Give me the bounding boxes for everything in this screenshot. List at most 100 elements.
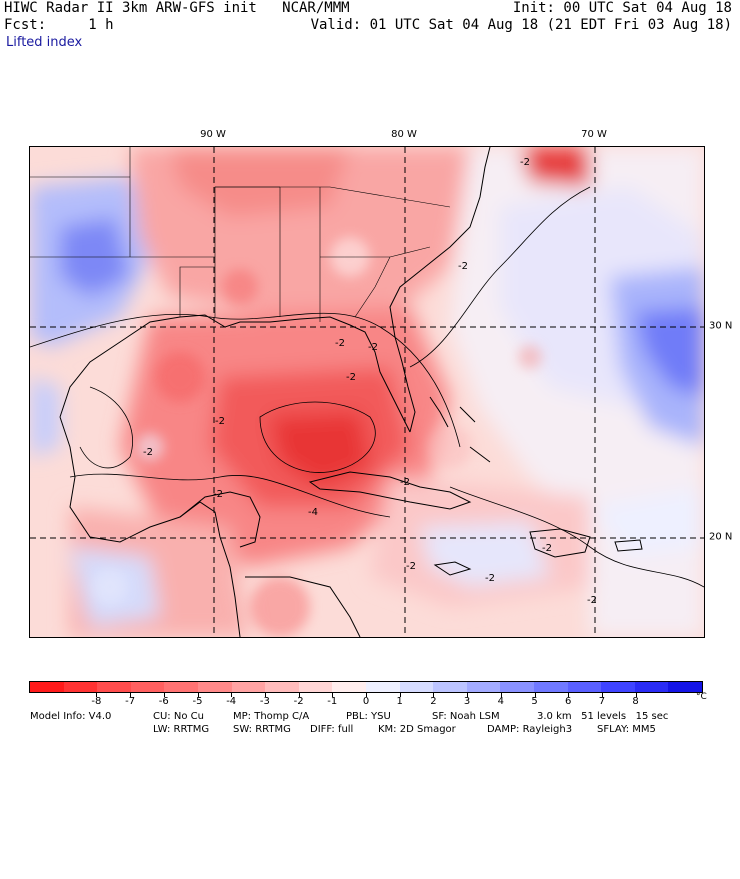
contour-label: -2 bbox=[587, 595, 597, 606]
contour-label: -2 bbox=[335, 338, 345, 349]
colorbar-tick bbox=[366, 693, 367, 697]
colorbar-segment bbox=[533, 682, 568, 692]
colorbar-label: 1 bbox=[396, 696, 403, 707]
colorbar-label: -2 bbox=[293, 696, 304, 707]
colorbar-segment bbox=[97, 682, 131, 692]
colorbar-segment bbox=[365, 682, 400, 692]
colorbar-segment bbox=[30, 682, 64, 692]
colorbar-label: -8 bbox=[91, 696, 102, 707]
colorbar-segment bbox=[164, 682, 198, 692]
contour-label: -2 bbox=[213, 489, 223, 500]
contour-label: -2 bbox=[520, 157, 530, 168]
colorbar bbox=[29, 681, 703, 693]
cu-scheme: CU: No Cu bbox=[153, 711, 204, 722]
contour-labels: -2 -2 -2 -2 -2 -2 -2 -2 -2 -2 -2 -2 -2 -… bbox=[143, 157, 597, 606]
mp-scheme: MP: Thomp C/A bbox=[233, 711, 310, 722]
field-texture bbox=[92, 237, 542, 637]
colorbar-segment bbox=[466, 682, 501, 692]
colorbar-segment bbox=[399, 682, 434, 692]
contour-label: -2 bbox=[542, 543, 552, 554]
damp-scheme: DAMP: Rayleigh3 bbox=[487, 724, 573, 735]
colorbar-tick bbox=[332, 693, 334, 697]
colorbar-tick bbox=[96, 693, 98, 697]
contour-label: -4 bbox=[308, 507, 318, 518]
colorbar-label: 2 bbox=[430, 696, 437, 707]
colorbar-tick bbox=[130, 693, 132, 697]
colorbar-label: -6 bbox=[158, 696, 169, 707]
colorbar-segment bbox=[567, 682, 602, 692]
colorbar-segment bbox=[130, 682, 165, 692]
map-canvas: -2 -2 -2 -2 -2 -2 -2 -2 -2 -2 -2 -2 -2 -… bbox=[30, 147, 704, 637]
colorbar-label: 4 bbox=[497, 696, 504, 707]
colorbar-segment bbox=[265, 682, 299, 692]
colorbar-label: -4 bbox=[226, 696, 237, 707]
colorbar-tick bbox=[635, 693, 637, 697]
contour-label: -2 bbox=[346, 372, 356, 383]
colorbar-tick bbox=[467, 693, 469, 697]
colorbar-segment bbox=[500, 682, 534, 692]
diff-scheme: DIFF: full bbox=[310, 724, 354, 735]
contour-label: -2 bbox=[406, 561, 416, 572]
contour-label: -2 bbox=[485, 573, 495, 584]
colorbar-tick bbox=[433, 693, 435, 697]
colorbar-tick bbox=[568, 693, 570, 697]
colorbar-tick bbox=[197, 693, 199, 697]
graticule bbox=[30, 147, 704, 637]
colorbar-segment bbox=[63, 682, 98, 692]
colorbar-segment bbox=[601, 682, 635, 692]
colorbar-label: 7 bbox=[598, 696, 606, 707]
contour-label: -2 bbox=[368, 342, 378, 353]
colorbar-tick bbox=[298, 693, 300, 697]
grid-info: 3.0 km 51 levels 15 sec bbox=[537, 711, 669, 722]
colorbar-segment bbox=[668, 682, 702, 692]
lw-scheme: LW: RRTMG bbox=[153, 724, 210, 735]
colorbar-label: 0 bbox=[362, 696, 370, 707]
colorbar-label: 8 bbox=[632, 696, 639, 707]
state-borders bbox=[30, 147, 451, 322]
contour-label: -2 bbox=[400, 477, 410, 488]
colorbar-tick bbox=[163, 693, 165, 697]
colorbar-label: 5 bbox=[531, 696, 538, 707]
valid-time: Valid: 01 UTC Sat 04 Aug 18 (21 EDT Fri … bbox=[310, 17, 732, 33]
pbl-scheme: PBL: YSU bbox=[346, 711, 391, 722]
contours bbox=[30, 186, 704, 588]
lifted-index-map: -2 -2 -2 -2 -2 -2 -2 -2 -2 -2 -2 -2 -2 -… bbox=[29, 146, 705, 638]
colorbar-label: -7 bbox=[125, 696, 136, 707]
colorbar-segment bbox=[433, 682, 467, 692]
init-time: Init: 00 UTC Sat 04 Aug 18 bbox=[512, 0, 732, 16]
sf-scheme: SF: Noah LSM bbox=[432, 711, 500, 722]
colorbar-tick bbox=[534, 693, 536, 697]
lat-label-30n: 30 N bbox=[709, 320, 733, 332]
colorbar-unit: °C bbox=[696, 692, 707, 702]
colorbar-label: 3 bbox=[463, 696, 471, 707]
colorbar-segment bbox=[298, 682, 333, 692]
plot-title: HIWC Radar II 3km ARW-GFS init NCAR/MMM bbox=[4, 0, 350, 16]
field-name: Lifted index bbox=[6, 35, 83, 50]
colorbar-tick bbox=[264, 693, 266, 697]
contour-label: -2 bbox=[458, 261, 468, 272]
sw-scheme: SW: RRTMG bbox=[233, 724, 291, 735]
colorbar-tick bbox=[231, 693, 233, 697]
lon-label-80w: 80 W bbox=[391, 129, 417, 140]
colorbar-label: -1 bbox=[327, 696, 338, 707]
model-info: Model Info: V4.0 bbox=[30, 711, 112, 722]
colorbar-segment bbox=[332, 682, 366, 692]
forecast-hour: Fcst: 1 h bbox=[4, 17, 114, 33]
model-info-footer: Model Info: V4.0 CU: No Cu MP: Thomp C/A… bbox=[0, 710, 740, 879]
colorbar-tick bbox=[500, 693, 502, 697]
colorbar-label: -5 bbox=[192, 696, 203, 707]
colorbar-label: 6 bbox=[565, 696, 572, 707]
colorbar-segment bbox=[634, 682, 669, 692]
contour-label: -2 bbox=[215, 416, 225, 427]
contour-label: -2 bbox=[143, 447, 153, 458]
colorbar-segment bbox=[231, 682, 266, 692]
colorbar-segment bbox=[197, 682, 232, 692]
colorbar-tick bbox=[601, 693, 603, 697]
sflay-scheme: SFLAY: MM5 bbox=[597, 724, 656, 735]
lat-label-20n: 20 N bbox=[709, 531, 733, 543]
lon-label-70w: 70 W bbox=[581, 129, 607, 140]
lon-label-90w: 90 W bbox=[200, 129, 226, 140]
colorbar-label: -3 bbox=[259, 696, 270, 707]
km-scheme: KM: 2D Smagor bbox=[378, 724, 456, 735]
colorbar-tick bbox=[399, 693, 401, 697]
